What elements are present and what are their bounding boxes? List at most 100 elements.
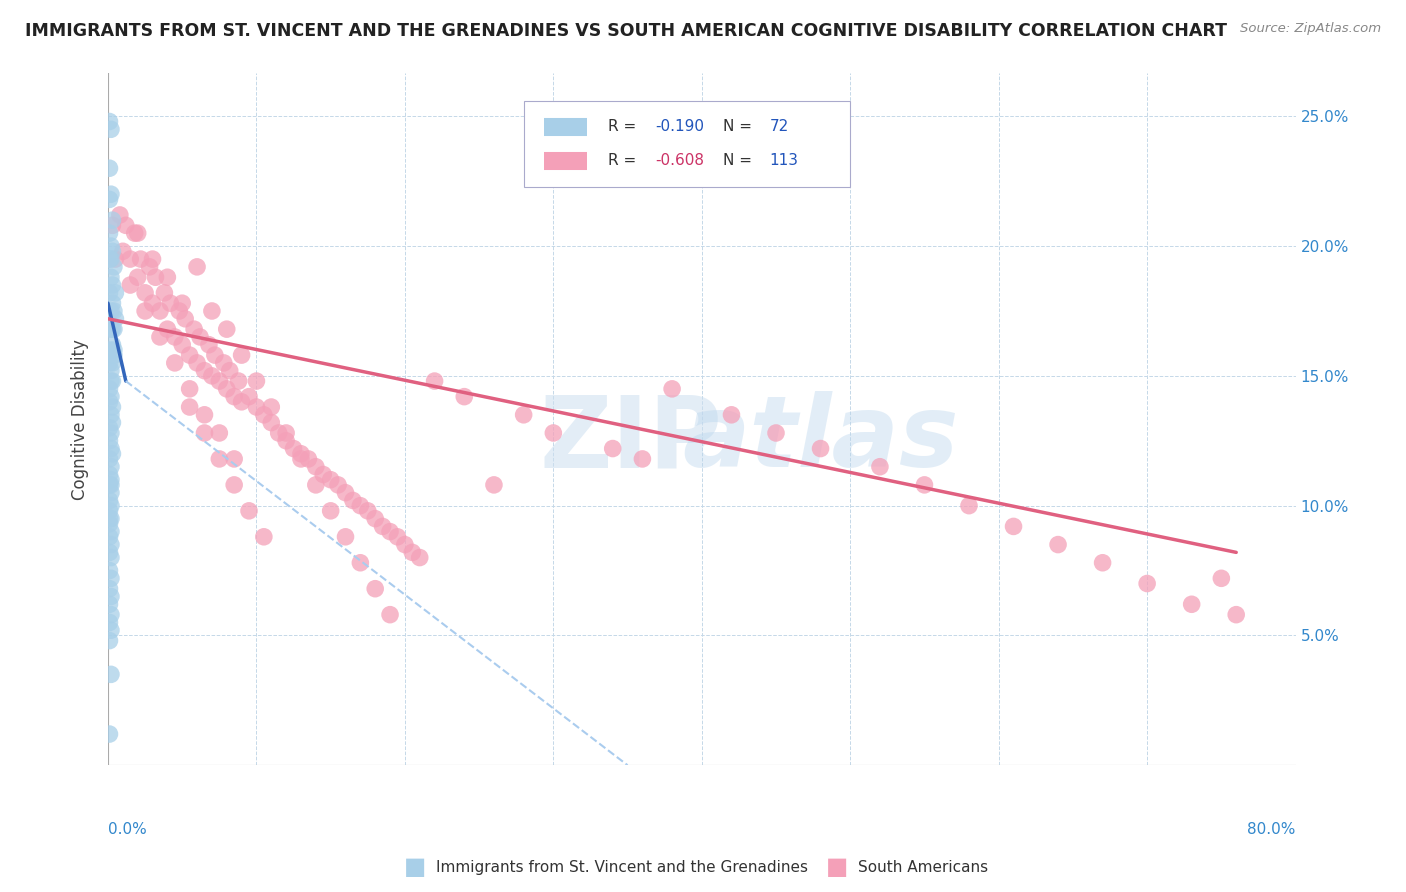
Text: N =: N =	[723, 153, 756, 169]
Point	[100, 408, 122, 422]
Point	[394, 538, 416, 552]
Point	[145, 270, 167, 285]
Text: 0.0%: 0.0%	[108, 822, 146, 838]
Point	[100, 390, 122, 404]
Point	[100, 499, 122, 513]
Point	[453, 390, 475, 404]
Point	[253, 408, 276, 422]
Point	[253, 530, 276, 544]
Point	[98, 356, 121, 370]
Point	[212, 356, 235, 370]
Point	[364, 511, 387, 525]
Point	[104, 311, 127, 326]
Point	[172, 296, 194, 310]
Point	[98, 226, 121, 240]
Text: ZIP: ZIP	[538, 392, 721, 488]
Text: ■: ■	[825, 855, 848, 879]
Point	[319, 473, 342, 487]
Point	[100, 478, 122, 492]
Point	[124, 226, 146, 240]
Point	[101, 374, 124, 388]
Point	[1181, 597, 1204, 611]
Point	[267, 425, 290, 440]
Point	[163, 356, 186, 370]
Text: 113: 113	[769, 153, 799, 169]
Point	[401, 545, 423, 559]
Point	[98, 285, 121, 300]
Point	[208, 374, 231, 388]
Point	[98, 493, 121, 508]
Point	[335, 485, 357, 500]
Point	[98, 511, 121, 525]
Point	[101, 400, 124, 414]
Point	[231, 394, 253, 409]
Point	[1225, 607, 1247, 622]
Point	[101, 244, 124, 259]
Point	[100, 511, 122, 525]
Point	[167, 304, 190, 318]
Point	[224, 390, 246, 404]
Point	[103, 343, 125, 357]
Point	[98, 504, 121, 518]
Point	[602, 442, 624, 456]
Point	[276, 425, 298, 440]
Point	[378, 524, 401, 539]
Point	[364, 582, 387, 596]
FancyBboxPatch shape	[523, 101, 851, 187]
Point	[138, 260, 160, 274]
Text: -0.608: -0.608	[655, 153, 704, 169]
Point	[512, 408, 534, 422]
Point	[245, 374, 267, 388]
Point	[120, 252, 142, 266]
Point	[215, 322, 238, 336]
Point	[228, 374, 250, 388]
Point	[305, 459, 328, 474]
Point	[231, 348, 253, 362]
Point	[127, 270, 149, 285]
Point	[276, 434, 298, 448]
Point	[661, 382, 683, 396]
Text: Immigrants from St. Vincent and the Grenadines: Immigrants from St. Vincent and the Gren…	[436, 860, 808, 874]
Point	[98, 161, 121, 176]
Point	[129, 252, 152, 266]
Point	[134, 304, 156, 318]
Point	[98, 478, 121, 492]
Point	[183, 322, 205, 336]
Text: atlas: atlas	[682, 392, 959, 488]
Point	[238, 390, 260, 404]
Point	[100, 459, 122, 474]
Point	[193, 425, 215, 440]
Point	[224, 478, 246, 492]
Point	[378, 607, 401, 622]
Point	[193, 408, 215, 422]
Point	[100, 473, 122, 487]
Point	[193, 364, 215, 378]
Point	[208, 425, 231, 440]
Point	[100, 607, 122, 622]
Point	[201, 304, 224, 318]
Point	[218, 364, 240, 378]
Point	[204, 348, 226, 362]
Point	[100, 374, 122, 388]
Point	[631, 451, 654, 466]
Point	[290, 451, 312, 466]
Point	[98, 451, 121, 466]
Point	[100, 425, 122, 440]
Point	[186, 356, 208, 370]
Point	[342, 493, 364, 508]
Point	[103, 322, 125, 336]
Point	[101, 213, 124, 227]
Point	[98, 545, 121, 559]
Point	[159, 296, 181, 310]
Point	[141, 252, 163, 266]
Point	[98, 252, 121, 266]
Point	[188, 330, 211, 344]
Point	[224, 451, 246, 466]
Point	[1047, 538, 1070, 552]
Point	[100, 667, 122, 681]
Point	[543, 425, 565, 440]
Point	[260, 400, 283, 414]
Point	[141, 296, 163, 310]
Point	[104, 252, 127, 266]
Point	[127, 226, 149, 240]
